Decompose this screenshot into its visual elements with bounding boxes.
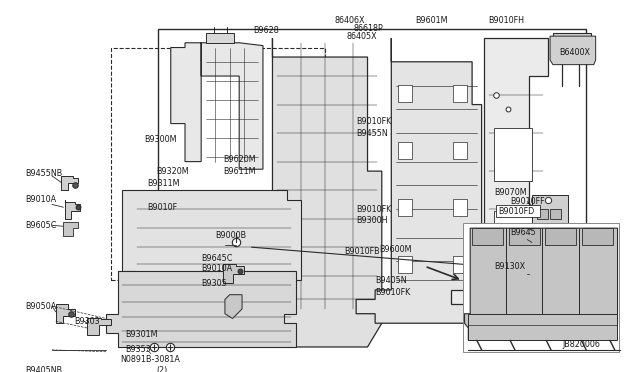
Bar (398, 84, 412, 102)
Bar (534, 224, 567, 245)
Polygon shape (582, 228, 612, 245)
Bar (550, 209, 561, 219)
Text: B9010A: B9010A (201, 264, 232, 273)
Text: B9405N: B9405N (375, 276, 407, 285)
Bar (494, 128, 532, 181)
Text: B9601M: B9601M (415, 16, 447, 25)
Text: 86406X: 86406X (334, 16, 365, 25)
Polygon shape (472, 228, 502, 245)
Text: B9605C: B9605C (26, 221, 57, 230)
Polygon shape (87, 318, 111, 335)
Text: B9320M: B9320M (157, 167, 189, 176)
Polygon shape (65, 200, 81, 219)
Bar (453, 142, 467, 159)
Text: B9611M: B9611M (223, 167, 255, 176)
Text: B9455N: B9455N (356, 129, 388, 138)
Text: B9353: B9353 (125, 345, 151, 355)
Bar (398, 199, 412, 216)
Text: B9050A: B9050A (26, 302, 56, 311)
Polygon shape (232, 38, 382, 347)
Text: JB820006: JB820006 (563, 340, 600, 349)
Text: B9311M: B9311M (147, 179, 179, 188)
Text: B9010A: B9010A (26, 195, 56, 204)
Bar (539, 232, 548, 240)
Text: N0891B-3081A: N0891B-3081A (120, 355, 180, 364)
Text: (2): (2) (157, 366, 168, 372)
Bar (453, 199, 467, 216)
Polygon shape (545, 228, 576, 245)
Text: B9010FK: B9010FK (375, 288, 410, 297)
Text: B9455NB: B9455NB (26, 170, 63, 179)
Bar (494, 211, 532, 247)
Text: 86618P: 86618P (353, 24, 383, 33)
Text: B9301M: B9301M (125, 330, 157, 339)
Polygon shape (171, 43, 263, 169)
Polygon shape (206, 33, 234, 43)
Bar (553, 232, 563, 240)
Text: B9300M: B9300M (144, 135, 177, 144)
Text: B9010FK: B9010FK (356, 117, 392, 126)
Bar (158, 29, 586, 314)
Text: B9628: B9628 (253, 26, 279, 35)
Polygon shape (356, 38, 482, 323)
Bar (532, 195, 568, 224)
Text: B9070M: B9070M (494, 187, 527, 196)
Text: B9010FF: B9010FF (510, 197, 545, 206)
Text: B9010FH: B9010FH (488, 16, 524, 25)
Polygon shape (451, 38, 548, 304)
Text: B9305: B9305 (201, 279, 227, 288)
Text: B9000B: B9000B (216, 231, 246, 240)
Polygon shape (468, 314, 616, 340)
Polygon shape (106, 271, 296, 347)
Text: B9620M: B9620M (223, 155, 255, 164)
Polygon shape (61, 176, 77, 190)
Polygon shape (509, 228, 540, 245)
Text: 86405X: 86405X (347, 32, 377, 41)
Text: B9303: B9303 (75, 317, 100, 326)
Polygon shape (465, 228, 618, 340)
Polygon shape (223, 264, 244, 283)
Bar (463, 224, 620, 352)
Text: B9405NB: B9405NB (26, 366, 63, 372)
Polygon shape (550, 36, 596, 65)
Polygon shape (225, 295, 242, 318)
Bar (537, 209, 548, 219)
Bar (453, 84, 467, 102)
Text: B9010FB: B9010FB (344, 247, 380, 256)
Bar (453, 256, 467, 273)
Bar (111, 48, 324, 280)
Text: B6400X: B6400X (559, 48, 591, 57)
Polygon shape (63, 221, 77, 236)
Text: B9600M: B9600M (379, 244, 412, 254)
Text: B9010FK: B9010FK (356, 205, 392, 214)
Text: B9010FD: B9010FD (499, 206, 535, 215)
Polygon shape (122, 190, 301, 280)
Text: B9130X: B9130X (494, 262, 525, 271)
Polygon shape (56, 304, 75, 323)
Text: B9645: B9645 (510, 228, 536, 237)
Text: B9300H: B9300H (356, 216, 388, 225)
Text: B9010F: B9010F (147, 203, 177, 212)
Bar (496, 205, 540, 217)
Polygon shape (553, 33, 591, 62)
Text: B9645C: B9645C (201, 254, 232, 263)
Bar (398, 142, 412, 159)
Bar (398, 256, 412, 273)
